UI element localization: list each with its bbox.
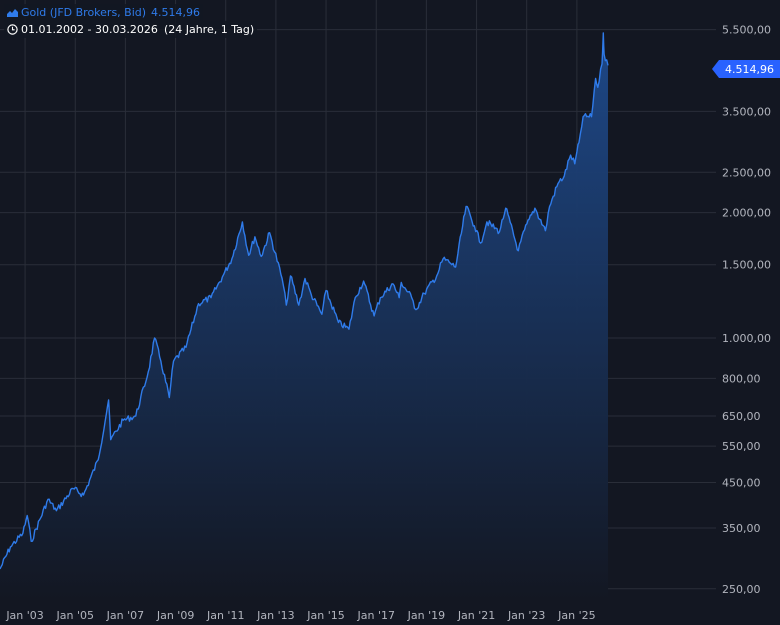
legend-last-price: 4.514,96	[151, 6, 201, 19]
legend-title: Gold (JFD Brokers, Bid)	[21, 6, 147, 19]
y-tick-label: 1.000,00	[722, 332, 771, 345]
clock-icon	[7, 24, 21, 35]
y-tick-label: 250,00	[722, 583, 761, 596]
x-tick-label: Jan '09	[156, 609, 194, 622]
x-tick-label: Jan '11	[206, 609, 244, 622]
x-tick-label: Jan '25	[557, 609, 595, 622]
y-tick-label: 650,00	[722, 410, 761, 423]
x-tick-label: Jan '17	[356, 609, 394, 622]
legend-date-range: 01.01.2002 - 30.03.2026	[21, 23, 158, 36]
legend: Gold (JFD Brokers, Bid) 4.514,96 01.01.2…	[4, 4, 258, 38]
legend-symbol-row[interactable]: Gold (JFD Brokers, Bid) 4.514,96	[4, 4, 204, 21]
y-tick-label: 5.500,00	[722, 24, 771, 37]
x-tick-label: Jan '05	[56, 609, 94, 622]
y-tick-label: 450,00	[722, 476, 761, 489]
x-tick-label: Jan '03	[5, 609, 43, 622]
y-tick-label: 350,00	[722, 522, 761, 535]
x-tick-label: Jan '21	[457, 609, 495, 622]
x-tick-label: Jan '23	[507, 609, 545, 622]
y-tick-label: 3.500,00	[722, 105, 771, 118]
legend-range-row[interactable]: 01.01.2002 - 30.03.2026 (24 Jahre, 1 Tag…	[4, 21, 258, 38]
y-tick-label: 550,00	[722, 440, 761, 453]
price-area-fill	[0, 33, 608, 600]
axes: Jan '03 Jan '05 Jan '07 Jan '09 Jan '11 Jan '…	[5, 24, 771, 622]
x-tick-label: Jan '19	[407, 609, 445, 622]
legend-duration: (24 Jahre, 1 Tag)	[163, 23, 255, 36]
price-line	[0, 32, 609, 570]
y-tick-label: 2.000,00	[722, 207, 771, 220]
area-chart-icon	[7, 8, 21, 17]
x-tick-label: Jan '13	[256, 609, 294, 622]
x-tick-label: Jan '15	[306, 609, 344, 622]
y-tick-label: 800,00	[722, 372, 761, 385]
x-tick-label: Jan '07	[106, 609, 144, 622]
last-price-tag: 4.514,96	[712, 60, 780, 78]
price-area	[0, 32, 609, 600]
y-tick-label: 2.500,00	[722, 166, 771, 179]
y-tick-label: 1.500,00	[722, 259, 771, 272]
